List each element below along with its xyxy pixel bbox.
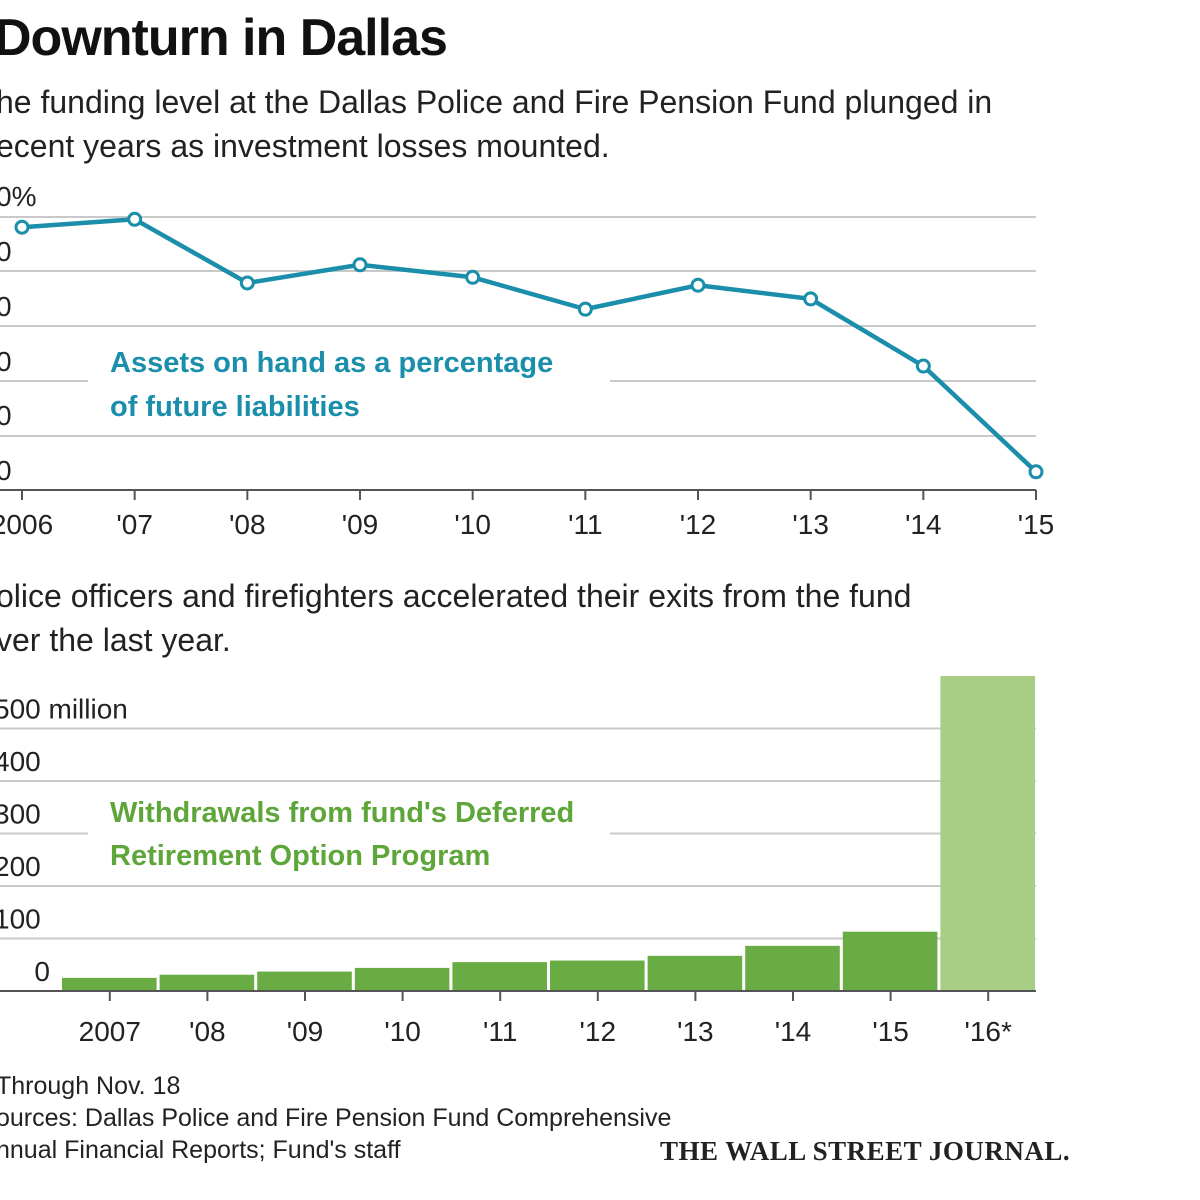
bar xyxy=(550,960,645,991)
bar-x-tick-label: '11 xyxy=(483,1016,517,1047)
line-y-tick-label: 0 xyxy=(0,346,12,377)
footnote: Through Nov. 18 xyxy=(0,1072,181,1100)
publisher-credit: THE WALL STREET JOURNAL. xyxy=(660,1136,1071,1166)
bar-x-tick-label: '10 xyxy=(384,1016,421,1047)
bar-x-tick-label: 2007 xyxy=(79,1016,141,1047)
bar-chart-subtitle: olice officers and firefighters accelera… xyxy=(0,574,911,662)
bar xyxy=(647,955,743,991)
line-x-tick-label: '12 xyxy=(680,509,717,540)
line-x-tick-label: '10 xyxy=(454,509,491,540)
chart-title: Downturn in Dallas xyxy=(0,9,448,67)
bar-x-tick-label: '12 xyxy=(580,1016,617,1047)
bar-annotation-line-1: Withdrawals from fund's Deferred xyxy=(110,797,574,829)
line-point xyxy=(239,275,255,291)
bar-x-tick-label: '13 xyxy=(677,1016,714,1047)
bar xyxy=(159,974,255,991)
line-x-tick-label: 2006 xyxy=(0,509,53,540)
bar xyxy=(62,977,157,991)
sources-line-2: nnual Financial Reports; Fund's staff xyxy=(0,1136,401,1164)
line-y-tick-label: 0 xyxy=(0,455,12,486)
bar xyxy=(354,967,450,991)
bar-x-tick-label: '15 xyxy=(872,1016,909,1047)
line-y-tick-label: 0% xyxy=(0,181,36,212)
line-x-tick-label: '07 xyxy=(116,509,153,540)
bar xyxy=(257,971,352,991)
bar-x-tick-label: '16* xyxy=(965,1016,1012,1047)
line-annotation-line-1: Assets on hand as a percentage xyxy=(110,347,553,379)
line-point xyxy=(127,211,143,227)
bar-y-tick-label: 200 xyxy=(0,851,41,882)
bar-chart-subtitle-line-1: olice officers and firefighters accelera… xyxy=(0,578,912,614)
line-point xyxy=(1028,464,1044,480)
line-point xyxy=(465,269,481,285)
line-x-tick-label: '09 xyxy=(342,509,379,540)
line-x-tick-label: '08 xyxy=(229,509,266,540)
bar-x-tick-label: '08 xyxy=(189,1016,226,1047)
line-point xyxy=(14,219,30,235)
bar-x-tick-label: '14 xyxy=(775,1016,812,1047)
line-x-tick-label: '15 xyxy=(1018,509,1055,540)
line-annotation-line-2: of future liabilities xyxy=(110,391,360,423)
line-x-tick-label: '13 xyxy=(792,509,829,540)
line-y-tick-label: 0 xyxy=(0,236,12,267)
bar xyxy=(745,945,840,991)
bar-y-tick-label: 400 xyxy=(0,746,41,777)
line-point xyxy=(915,358,931,374)
line-chart-subtitle-line-1: he funding level at the Dallas Police an… xyxy=(0,84,993,120)
bar-y-tick-label: 300 xyxy=(0,799,41,830)
bar xyxy=(452,962,547,991)
bar xyxy=(842,931,938,991)
line-chart-subtitle: he funding level at the Dallas Police an… xyxy=(0,80,992,168)
line-chart-subtitle-line-2: ecent years as investment losses mounted… xyxy=(0,128,610,164)
line-point xyxy=(690,277,706,293)
line-x-tick-label: '11 xyxy=(568,509,602,540)
bar-y-tick-label: 500 million xyxy=(0,694,128,725)
line-y-tick-label: 0 xyxy=(0,400,12,431)
bar-annotation-line-2: Retirement Option Program xyxy=(110,840,490,872)
line-y-tick-label: 0 xyxy=(0,291,12,322)
bar-chart-subtitle-line-2: ver the last year. xyxy=(0,622,231,658)
line-point xyxy=(352,257,368,273)
bar-x-tick-label: '09 xyxy=(287,1016,324,1047)
line-series-path xyxy=(21,217,1038,474)
bar-y-tick-label: 0 xyxy=(34,956,50,987)
line-point xyxy=(803,291,819,307)
bar xyxy=(940,676,1035,991)
line-point xyxy=(577,301,593,317)
bar-y-tick-label: 100 xyxy=(0,904,41,935)
line-x-tick-label: '14 xyxy=(905,509,942,540)
sources-line-1: ources: Dallas Police and Fire Pension F… xyxy=(0,1104,672,1132)
